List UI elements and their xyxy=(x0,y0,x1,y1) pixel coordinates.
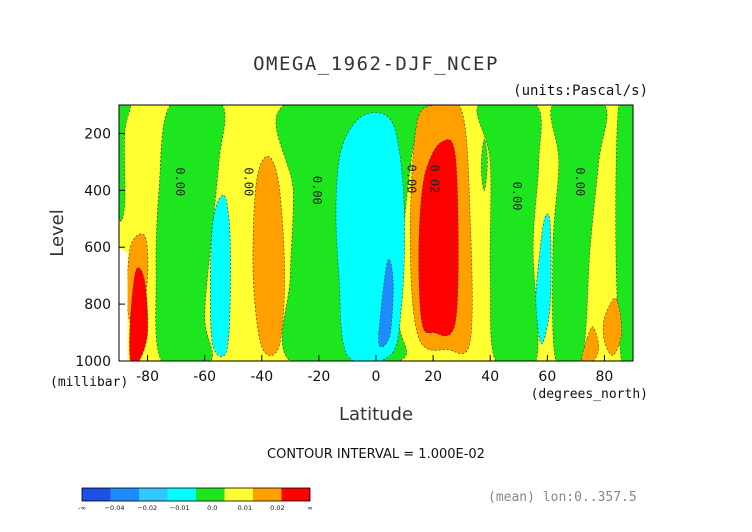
region-band-green-north-a xyxy=(476,105,542,361)
y-axis-label: Level xyxy=(47,209,68,257)
colorbar-label: ∞ xyxy=(307,504,312,512)
colorbar-label: 0.02 xyxy=(270,504,284,512)
x-axis: -80 -60 -40 -20 0 20 40 60 80 xyxy=(136,355,613,385)
footnote-mean-lon: (mean) lon:0..357.5 xyxy=(488,490,637,505)
region-band-green-pole xyxy=(615,105,633,361)
region-cyan-north xyxy=(535,213,552,345)
y-tick-label: 600 xyxy=(84,240,111,256)
region-cyan-equator xyxy=(335,112,405,361)
contour-label: 0.00 xyxy=(173,167,187,196)
y-tick-label: 800 xyxy=(84,297,111,313)
colorbar-swatch xyxy=(253,488,282,501)
y-axis-unit: (millibar) xyxy=(50,375,128,390)
region-orange-north-b xyxy=(602,298,622,356)
colorbar-label: 0.01 xyxy=(238,504,252,512)
region-band-green-north-b xyxy=(550,105,608,361)
x-tick-label: -40 xyxy=(250,369,273,385)
contour-label-group: 0.00 0.00 0.00 0.00 0.02 0.00 0.00 xyxy=(173,165,587,211)
contour-label: 0.00 xyxy=(242,167,256,196)
x-tick-label: -60 xyxy=(193,369,216,385)
colorbar-swatch xyxy=(110,488,139,501)
y-tick-label: 1000 xyxy=(75,354,111,370)
colorbar-swatch xyxy=(224,488,253,501)
colorbar: -∞ −0.04 −0.02 −0.01 0.0 0.01 0.02 ∞ xyxy=(78,487,313,512)
x-tick-label: 20 xyxy=(424,369,442,385)
plot-area xyxy=(119,105,633,361)
region-cyan-west xyxy=(210,194,231,357)
region-orange-west xyxy=(252,155,285,356)
x-axis-label: Latitude xyxy=(339,404,413,425)
region-orange-north xyxy=(581,326,600,361)
colorbar-swatch xyxy=(139,488,168,501)
chart-title: OMEGA_1962-DJF_NCEP xyxy=(253,53,499,75)
colorbar-label: 0.0 xyxy=(207,504,217,512)
x-tick-label: 80 xyxy=(596,369,614,385)
colorbar-label: −0.04 xyxy=(105,504,125,512)
x-tick-label: -20 xyxy=(307,369,330,385)
colorbar-label: −0.01 xyxy=(170,504,190,512)
contour-interval-label: CONTOUR INTERVAL = 1.000E-02 xyxy=(267,447,485,462)
region-green-north-spot xyxy=(481,138,488,191)
colorbar-swatch xyxy=(167,488,196,501)
contour-label: 0.02 xyxy=(427,165,441,194)
colorbar-label: −0.02 xyxy=(137,504,157,512)
y-axis: 200 400 600 800 1000 xyxy=(75,126,125,370)
colorbar-frame xyxy=(81,487,311,502)
contour-label: 0.00 xyxy=(573,167,587,196)
colorbar-label: -∞ xyxy=(78,504,86,512)
contour-label: 0.00 xyxy=(510,182,524,211)
x-tick-label: 40 xyxy=(481,369,499,385)
x-tick-label: -80 xyxy=(136,369,159,385)
region-blue-equator xyxy=(378,258,394,348)
colorbar-swatch xyxy=(196,488,225,501)
x-tick-label: 60 xyxy=(538,369,556,385)
contour-label: 0.00 xyxy=(404,165,418,194)
colorbar-swatch xyxy=(281,488,310,501)
x-tick-label: 0 xyxy=(372,369,381,385)
region-green-sw-corner xyxy=(119,105,131,222)
colorbar-swatch xyxy=(82,488,111,501)
contour-label: 0.00 xyxy=(310,176,324,205)
y-tick-label: 200 xyxy=(84,126,111,142)
region-red-south-pole xyxy=(129,267,149,361)
chart-subtitle: (units:Pascal/s) xyxy=(513,83,648,99)
y-tick-label: 400 xyxy=(84,183,111,199)
x-axis-unit: (degrees_north) xyxy=(531,387,648,402)
region-band-green-west xyxy=(155,105,226,361)
region-red-core xyxy=(418,139,459,337)
